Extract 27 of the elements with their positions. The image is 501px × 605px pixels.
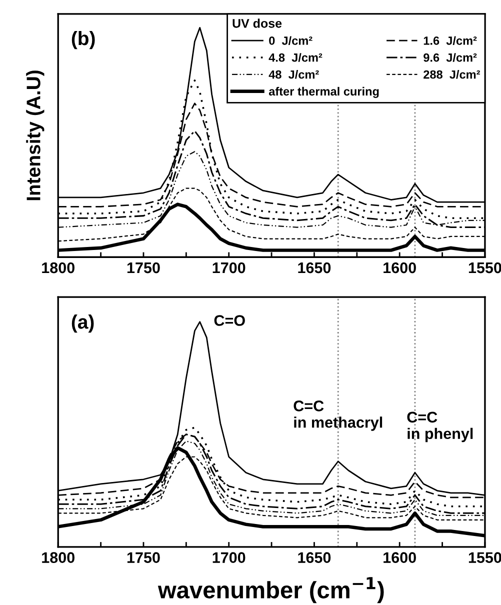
legend-label: 1.6 J/cm² — [424, 36, 477, 45]
annotation: C=C in phenyl — [407, 412, 473, 442]
x-tick-label: 1650 — [298, 262, 331, 274]
x-tick-label: 1800 — [42, 262, 74, 274]
y-axis-title: Intensity (A.U) — [26, 70, 44, 200]
x-tick-label: 1700 — [212, 552, 246, 564]
x-tick-label: 1800 — [42, 552, 74, 564]
x-tick-label: 1750 — [127, 262, 160, 274]
legend-label: after thermal curing — [268, 86, 379, 98]
x-tick-label: 1550 — [468, 552, 501, 564]
legend-label: 4.8 J/cm² — [268, 53, 322, 62]
legend-label: 48 J/cm² — [268, 70, 319, 79]
annotation: C=C in methacryl — [294, 400, 382, 431]
x-tick-label: 1550 — [468, 262, 501, 274]
legend-title: UV dose — [232, 18, 282, 28]
x-tick-label: 1650 — [298, 552, 331, 564]
x-tick-label: 1600 — [384, 262, 416, 274]
legend-label: 288 J/cm² — [424, 70, 480, 79]
x-tick-label: 1600 — [384, 552, 416, 564]
annotation: (b) — [72, 30, 95, 50]
annotation: (a) — [72, 314, 94, 333]
annotation: C=O — [214, 315, 245, 326]
x-tick-label: 1700 — [212, 262, 246, 274]
x-tick-label: 1750 — [127, 552, 160, 564]
x-axis-title: wavenumber (cm$^{−1}$) — [158, 577, 384, 604]
legend-label: 9.6 J/cm² — [424, 53, 477, 62]
legend-label: 0 J/cm² — [269, 36, 312, 45]
